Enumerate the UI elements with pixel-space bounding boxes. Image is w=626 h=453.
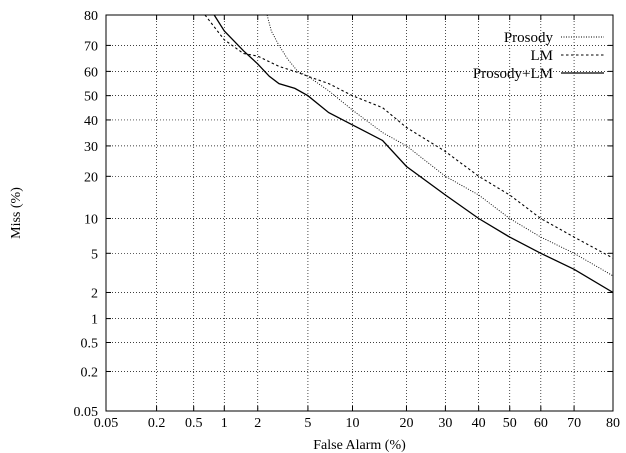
y-tick-label: 20 [84,170,98,185]
plot-frame [105,14,614,412]
x-tick-label: 0.05 [94,416,119,431]
series-line-prosody [266,15,613,277]
y-tick-label: 70 [84,39,98,54]
legend: Prosody LM Prosody+LM [473,30,604,82]
y-tick-label: 0.5 [81,337,99,352]
x-tick-label: 80 [606,416,620,431]
x-tick-label: 30 [438,416,452,431]
series-line-lm [204,15,613,259]
series-lines [204,15,613,294]
x-tick-label: 2 [254,416,261,431]
y-tick-label: 0.2 [81,365,99,380]
x-tick-label: 70 [567,416,581,431]
x-tick-label: 10 [345,416,359,431]
y-tick-label: 2 [91,286,98,301]
x-tick-label: 0.5 [185,416,203,431]
y-axis-label: Miss (%) [9,187,24,239]
grid-lines [105,14,614,412]
x-tick-label: 1 [221,416,228,431]
y-tick-label: 10 [84,212,98,227]
x-tick-label: 5 [304,416,311,431]
y-tick-label: 50 [84,90,98,105]
x-axis-label: False Alarm (%) [313,438,406,453]
legend-label: Prosody [504,30,554,46]
x-tick-label: 50 [503,416,517,431]
y-tick-label: 1 [91,313,98,328]
legend-label: Prosody+LM [473,66,553,82]
y-tick-label: 80 [84,9,98,24]
y-tick-label: 5 [91,247,98,262]
y-tick-label: 0.05 [74,405,99,420]
x-tick-label: 40 [472,416,486,431]
y-tick-label: 30 [84,140,98,155]
y-tick-label: 60 [84,65,98,80]
y-tick-labels: 0.05 0.2 0.5 1 2 5 10 20 30 40 50 60 70 80 [74,9,99,420]
legend-label: LM [531,48,554,64]
y-tick-label: 40 [84,114,98,129]
x-tick-label: 60 [534,416,548,431]
x-tick-labels: 0.05 0.2 0.5 1 2 5 10 20 30 40 50 60 70 80 [94,416,620,431]
series-line-prosody-lm [213,15,613,294]
x-tick-label: 0.2 [148,416,166,431]
x-tick-label: 20 [399,416,413,431]
